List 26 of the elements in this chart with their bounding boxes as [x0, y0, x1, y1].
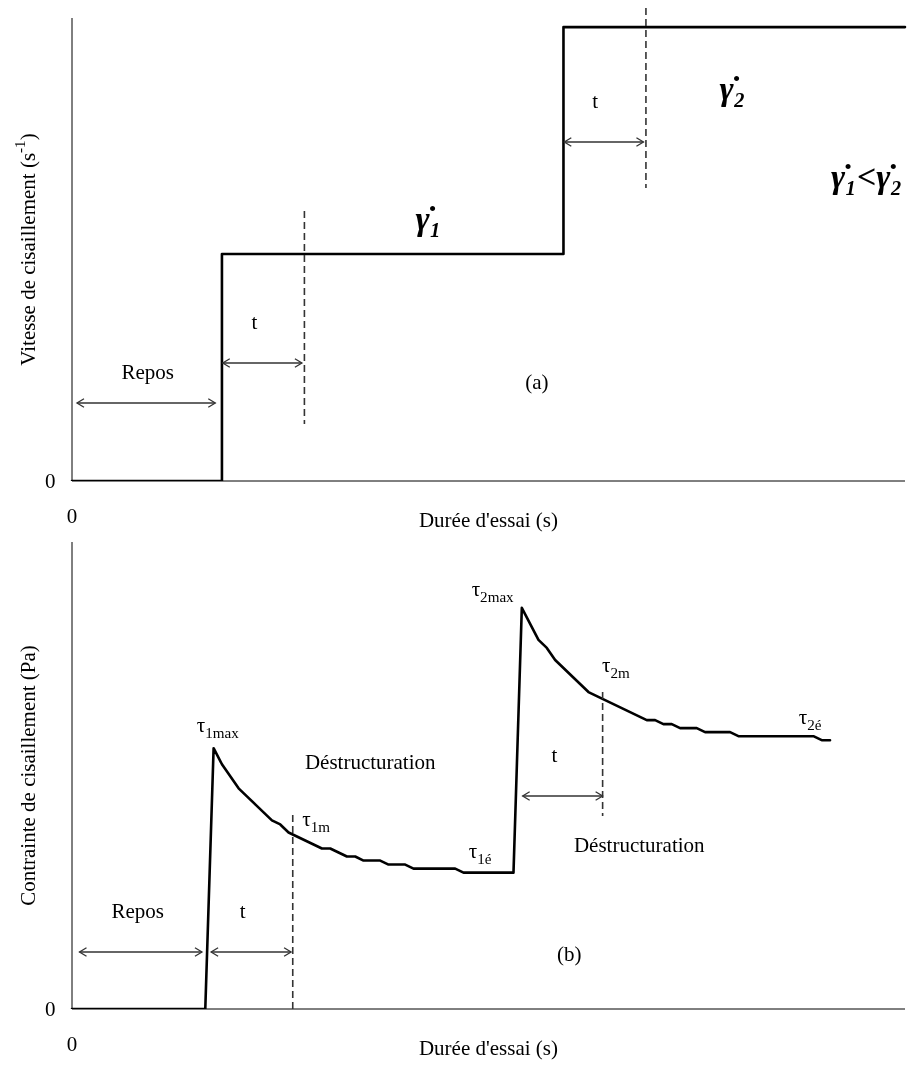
text: 0: [66, 504, 78, 528]
text: 0: [45, 469, 56, 493]
annotation: γ̇₁<γ̇₂: [830, 157, 903, 195]
annotation: (b): [557, 942, 582, 966]
annotation: Repos: [111, 899, 165, 923]
annotation: γ̇₂: [719, 69, 746, 107]
x-axis-title: Durée d'essai (s): [418, 1036, 559, 1060]
annotation: t: [592, 89, 599, 113]
annotation: τ$_{1m}$: [302, 807, 331, 835]
annotation: (a): [525, 370, 549, 394]
annotation: Déstructuration: [573, 833, 706, 857]
annotation: τ$_{1max}$: [196, 713, 240, 741]
y-axis-title: Contrainte de cisaillement (Pa): [16, 645, 40, 906]
annotation: Déstructuration: [304, 750, 437, 774]
text: τ$_{2max}$: [471, 577, 515, 605]
annotation: γ̇₁: [415, 199, 442, 237]
annotation: τ$_{2é}$: [798, 705, 822, 733]
annotation: t: [551, 743, 558, 767]
annotation: t: [251, 310, 258, 334]
annotation: τ$_{2m}$: [602, 653, 631, 681]
text: 0: [45, 997, 56, 1021]
annotation: Repos: [121, 360, 175, 384]
annotation: t: [239, 899, 246, 923]
annotation: τ$_{1é}$: [468, 839, 492, 867]
x-axis-title: Durée d'essai (s): [418, 508, 559, 532]
text: 0: [66, 1032, 78, 1056]
